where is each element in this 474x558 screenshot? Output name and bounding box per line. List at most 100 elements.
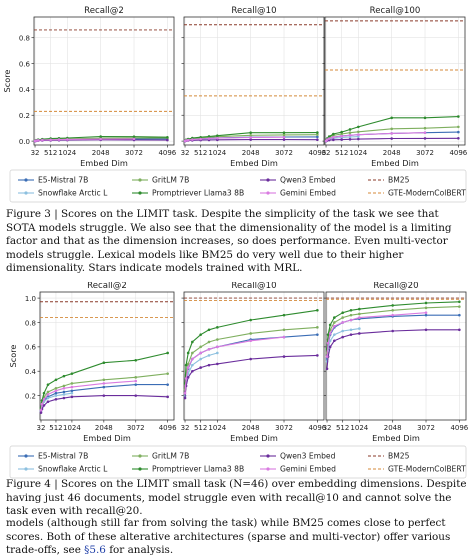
- legend: E5-Mistral 7B GritLM 7B Qwen3 Embed BM25 Sno…: [9, 445, 467, 479]
- data-point-gemini: [199, 351, 202, 355]
- legend-marker-snowflake: [24, 191, 28, 195]
- y-tick-label: 0.2: [19, 112, 30, 120]
- legend-marker-gritlm: [138, 178, 142, 182]
- legend-label-bm25: BM25: [388, 452, 410, 461]
- x-tick-label: 4096: [308, 149, 326, 157]
- data-point-gemini: [186, 138, 190, 142]
- axes-frame: [183, 16, 325, 146]
- y-tick-label: 0.8: [19, 34, 30, 42]
- body-text-after: for analysis.: [105, 544, 174, 557]
- data-point-qwen3: [458, 328, 461, 332]
- body-paragraph: models (although still far from solving …: [6, 517, 468, 558]
- panel-5: Recall@20 32 512 1024 2048 3072 4096 Embed Dim: [323, 282, 469, 443]
- data-point-gritlm: [282, 328, 286, 332]
- data-point-qwen3: [282, 138, 286, 141]
- data-point-gritlm: [207, 340, 211, 344]
- section-link[interactable]: §5.6: [84, 544, 106, 557]
- series-line-promptriever: [40, 352, 168, 408]
- y-tick-label: 1.0: [25, 295, 36, 303]
- x-tick-label: 1024: [63, 424, 81, 432]
- x-tick-label: 3072: [127, 424, 145, 432]
- figure-3-caption: Figure 3 | Scores on the LIMIT task. Des…: [6, 208, 468, 276]
- data-point-snowflake: [191, 363, 194, 367]
- figure-3-chart: Recall@232 512 1024 2048 3072 40960.00.20.40.…: [2, 6, 468, 203]
- data-point-gemini: [54, 389, 58, 393]
- data-point-gemini: [186, 366, 190, 369]
- data-point-promptriever: [249, 318, 252, 322]
- data-point-gemini: [36, 139, 40, 142]
- data-point-qwen3: [249, 138, 252, 141]
- data-point-promptriever: [46, 383, 50, 386]
- data-point-promptriever: [424, 301, 428, 305]
- data-point-promptriever: [333, 316, 336, 319]
- data-point-promptriever: [357, 125, 360, 129]
- data-point-qwen3: [102, 394, 106, 397]
- data-point-gemini: [46, 393, 50, 396]
- x-tick-label: 2048: [383, 149, 401, 157]
- series-line-promptriever: [184, 309, 318, 384]
- series-line-promptriever: [326, 301, 460, 350]
- data-point-gemini: [42, 397, 46, 401]
- data-point-promptriever: [134, 358, 138, 362]
- x-tick-label: 2048: [384, 424, 402, 432]
- data-point-gritlm: [216, 338, 219, 341]
- data-point-gritlm: [166, 372, 169, 375]
- data-point-qwen3: [183, 396, 187, 400]
- data-point-qwen3: [325, 367, 329, 371]
- data-point-snowflake: [207, 354, 211, 357]
- x-tick-label: 4096: [308, 424, 326, 432]
- legend-marker-qwen3: [266, 454, 270, 458]
- x-axis-label: Embed Dim: [230, 158, 278, 168]
- data-point-e5: [102, 385, 106, 389]
- data-point-promptriever: [457, 115, 460, 118]
- panel-title: Recall@2: [84, 6, 124, 16]
- data-point-promptriever: [391, 304, 394, 307]
- data-point-promptriever: [184, 363, 188, 367]
- data-point-qwen3: [46, 400, 50, 404]
- data-point-promptriever: [216, 134, 219, 137]
- legend-label-e5: E5-Mistral 7B: [38, 176, 88, 185]
- data-point-snowflake: [358, 327, 361, 330]
- data-point-gritlm: [70, 382, 74, 385]
- data-point-qwen3: [390, 137, 393, 140]
- data-point-qwen3: [358, 332, 361, 335]
- data-point-gritlm: [390, 127, 393, 131]
- x-tick-label: 32: [37, 424, 46, 432]
- data-point-gemini: [349, 318, 353, 322]
- x-tick-label: 3072: [275, 424, 293, 432]
- data-point-qwen3: [62, 396, 66, 400]
- axes-frame: [33, 16, 175, 146]
- figure-4-caption: Figure 4 | Scores on the LIMIT small tas…: [6, 478, 468, 519]
- data-point-promptriever: [390, 116, 393, 120]
- data-point-gemini: [348, 134, 352, 137]
- data-point-gemini: [191, 138, 194, 141]
- panel-1: Recall@10 32 512 1024 2048 3072 4096 Embed Dim: [181, 6, 327, 168]
- data-point-qwen3: [328, 345, 332, 349]
- data-point-gritlm: [102, 378, 106, 382]
- data-point-snowflake: [341, 329, 344, 333]
- data-point-qwen3: [349, 333, 353, 336]
- series-line-gemini: [326, 312, 427, 357]
- body-text-before: models (although still far from solving …: [6, 517, 451, 557]
- data-point-gritlm: [341, 316, 344, 319]
- x-tick-label: 512: [44, 149, 57, 157]
- data-point-promptriever: [327, 135, 331, 138]
- x-tick-label: 32: [323, 424, 332, 432]
- data-point-gemini: [282, 335, 286, 339]
- data-point-promptriever: [132, 135, 136, 139]
- data-point-qwen3: [42, 404, 46, 407]
- data-point-promptriever: [166, 135, 169, 139]
- x-tick-label: 2048: [92, 149, 110, 157]
- legend-label-gritlm: GritLM 7B: [152, 452, 189, 461]
- data-point-gritlm: [316, 133, 319, 136]
- x-tick-label: 512: [49, 424, 62, 432]
- x-axis-label: Embed Dim: [83, 433, 131, 443]
- panel-title: Recall@100: [370, 6, 421, 16]
- data-point-gemini: [62, 387, 66, 390]
- data-point-e5: [424, 313, 428, 317]
- data-point-promptriever: [316, 308, 319, 312]
- y-tick-label: 0.2: [25, 392, 36, 400]
- data-point-gritlm: [358, 312, 361, 316]
- data-point-qwen3: [186, 376, 190, 379]
- panel-3: Recall@2 32 512 1024 2048 3072 4096 0.2 0.4 0.6 0.…: [8, 282, 177, 443]
